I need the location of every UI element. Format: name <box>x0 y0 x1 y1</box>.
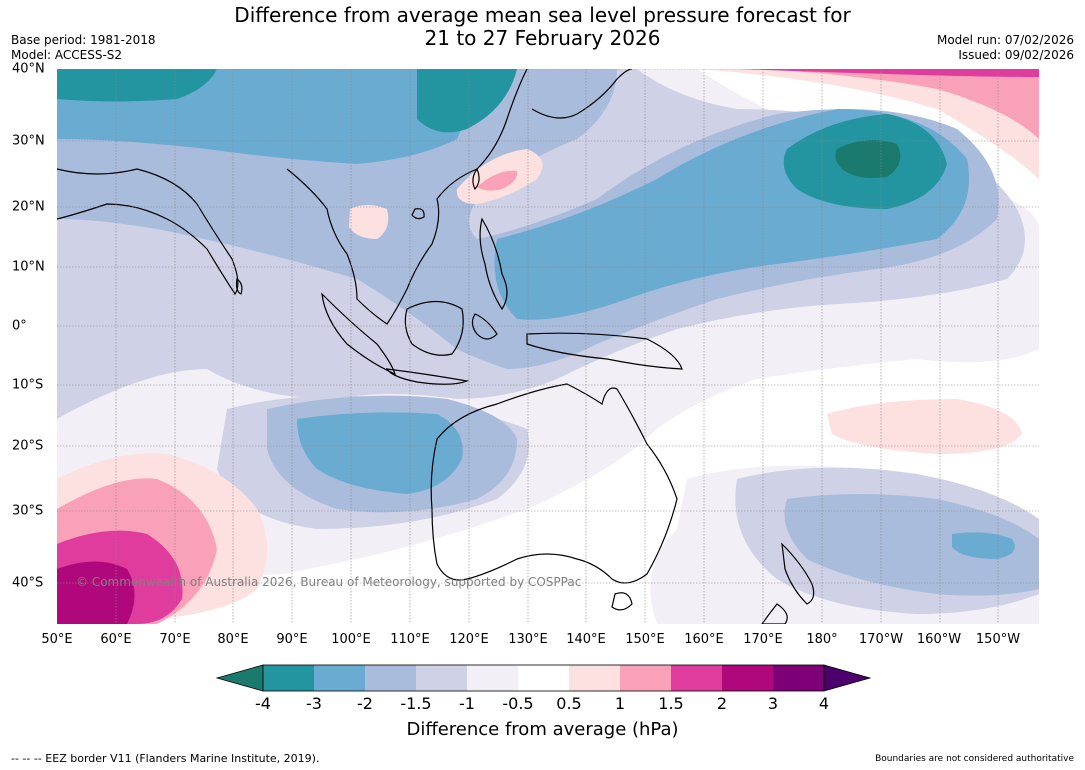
lat-label-2: 20°N <box>12 199 45 215</box>
colorbar-segment-4 <box>467 665 518 691</box>
colorbar-segment-8 <box>671 665 722 691</box>
lon-label-13: 180° <box>806 632 838 647</box>
contour-pos1-ne <box>757 69 1039 139</box>
lat-label-5: 10°S <box>12 377 44 393</box>
contour-neg4 <box>835 140 901 178</box>
model-run-text: Model run: 07/02/2026 <box>936 33 1074 47</box>
lat-label-4: 0° <box>12 318 27 334</box>
lon-label-16: 150°W <box>975 632 1021 647</box>
colorbar-frame <box>262 664 825 692</box>
colorbar-tick-6: 0.5 <box>556 694 582 713</box>
lon-label-4: 90°E <box>276 632 308 647</box>
colorbar-tick-10: 3 <box>767 694 779 713</box>
colorbar-tick-11: 4 <box>818 694 830 713</box>
contour-neg3 <box>57 69 217 102</box>
meta-right: Model run: 07/02/2026 Issued: 09/02/2026 <box>937 33 1074 63</box>
lon-label-8: 130°E <box>508 632 548 647</box>
model-text: Model: ACCESS-S2 <box>11 48 123 62</box>
lon-label-2: 70°E <box>159 632 191 647</box>
lon-label-14: 170°W <box>858 632 904 647</box>
graticule <box>57 69 1039 624</box>
colorbar-segment-10 <box>773 665 824 691</box>
colorbar-tick-2: -2 <box>357 694 373 713</box>
lon-label-9: 140°E <box>566 632 606 647</box>
meta-left: Base period: 1981-2018 Model: ACCESS-S2 <box>11 33 156 63</box>
colorbar-segment-2 <box>365 665 416 691</box>
colorbar-segment-5 <box>518 665 569 691</box>
lat-label-8: 40°S <box>12 575 44 591</box>
issued-text: Issued: 09/02/2026 <box>958 48 1074 62</box>
contour-neg2-d <box>952 532 1015 559</box>
contour-pos05-pacific <box>827 399 1022 454</box>
colorbar-segment-1 <box>314 665 365 691</box>
colorbar-segment-7 <box>620 665 671 691</box>
title-line-2: 21 to 27 February 2026 <box>424 26 661 50</box>
lon-label-10: 150°E <box>625 632 665 647</box>
colorbar-tick-4: -1 <box>459 694 475 713</box>
colorbar-segment-9 <box>722 665 773 691</box>
lon-label-12: 170°E <box>743 632 783 647</box>
colorbar-tick-7: 1 <box>614 694 626 713</box>
pressure-anomaly-map <box>57 69 1039 624</box>
contour-pos2-sw <box>57 561 135 624</box>
boundaries-disclaimer: Boundaries are not considered authoritat… <box>875 754 1074 764</box>
contour-pos1-scs <box>477 170 518 191</box>
contour-neg2-c <box>297 412 463 494</box>
copyright-text: © Commonwealth of Australia 2026, Bureau… <box>76 575 582 589</box>
lat-label-3: 10°N <box>12 259 45 275</box>
colorbar-extend-low <box>215 664 264 692</box>
colorbar-segment-3 <box>416 665 467 691</box>
lon-label-15: 160°W <box>916 632 962 647</box>
colorbar-tick-9: 2 <box>716 694 728 713</box>
colorbar-segment-0 <box>263 665 314 691</box>
coastlines <box>57 69 815 624</box>
lat-label-7: 30°S <box>12 503 44 519</box>
contour-pos15-ne <box>737 69 1039 77</box>
colorbar-tick-3: -1.5 <box>400 694 432 713</box>
lat-label-6: 20°S <box>12 438 44 454</box>
contour-neg3-b <box>417 69 517 133</box>
contour-pos05-indochina <box>349 205 389 239</box>
colorbar-tick-1: -3 <box>306 694 322 713</box>
eez-legend-text: -- -- -- EEZ border V11 (Flanders Marine… <box>11 752 320 765</box>
lon-label-0: 50°E <box>41 632 73 647</box>
title-line-1: Difference from average mean sea level p… <box>234 3 851 27</box>
lon-label-3: 80°E <box>217 632 249 647</box>
lat-label-1: 30°N <box>12 133 45 149</box>
lat-label-0: 40°N <box>12 61 45 77</box>
base-period-text: Base period: 1981-2018 <box>11 33 156 47</box>
lon-label-6: 110°E <box>390 632 430 647</box>
lon-label-5: 100°E <box>331 632 371 647</box>
lon-label-1: 60°E <box>100 632 132 647</box>
colorbar-tick-5: -0.5 <box>502 694 534 713</box>
contour-neg15-south <box>784 494 1039 596</box>
colorbar-title: Difference from average (hPa) <box>406 719 679 740</box>
colorbar-extend-high <box>823 664 871 692</box>
colorbar-tick-8: 1.5 <box>658 694 684 713</box>
colorbar-segment-6 <box>569 665 620 691</box>
contour-pos05-ne <box>697 69 1039 179</box>
lon-label-7: 120°E <box>449 632 489 647</box>
colorbar-tick-0: -4 <box>255 694 271 713</box>
lon-label-11: 160°E <box>684 632 724 647</box>
colorbar <box>215 664 871 692</box>
map-title: Difference from average mean sea level p… <box>0 4 1085 50</box>
